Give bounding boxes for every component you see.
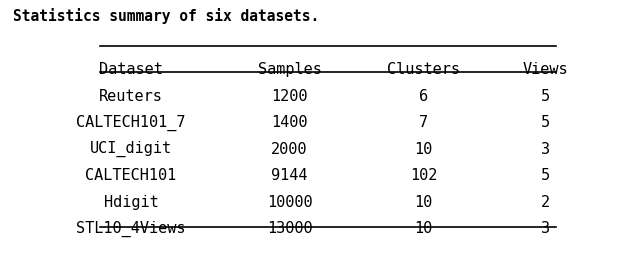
Text: Statistics summary of six datasets.: Statistics summary of six datasets.	[13, 8, 319, 24]
